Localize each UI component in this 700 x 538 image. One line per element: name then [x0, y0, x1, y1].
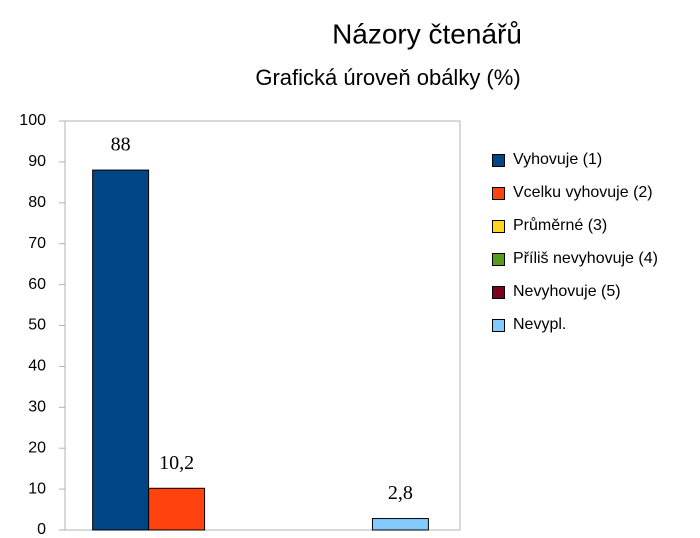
legend-swatch: [492, 154, 505, 167]
legend-label: Vyhovuje (1): [513, 151, 603, 168]
y-tick-label: 60: [28, 276, 46, 293]
y-tick-label: 90: [28, 153, 46, 170]
value-label: 2,8: [388, 482, 413, 504]
chart-title: Názory čtenářů: [332, 18, 522, 49]
legend-item: Vcelku vyhovuje (2): [492, 183, 697, 203]
y-tick-label: 100: [19, 112, 46, 129]
y-tick-label: 70: [28, 235, 46, 252]
legend: Vyhovuje (1) Vcelku vyhovuje (2) Průměrné …: [492, 150, 697, 348]
y-tick-label: 80: [28, 194, 46, 211]
legend-item: Příliš nevyhovuje (4): [492, 249, 697, 269]
y-tick-label: 20: [28, 439, 46, 456]
legend-label: Průměrné (3): [513, 217, 608, 234]
legend-swatch: [492, 220, 505, 233]
legend-item: Nevypl.: [492, 315, 697, 335]
value-label: 88: [111, 134, 131, 156]
y-tick-label: 0: [37, 521, 46, 538]
legend-swatch: [492, 187, 505, 200]
chart-subtitle: Grafická úroveň obálky (%): [255, 65, 520, 90]
bar: [92, 169, 150, 531]
legend-label: Vcelku vyhovuje (2): [513, 184, 653, 201]
bar: [148, 487, 206, 531]
y-tick-label: 50: [28, 317, 46, 334]
legend-item: Vyhovuje (1): [492, 150, 697, 170]
legend-label: Příliš nevyhovuje (4): [513, 250, 658, 267]
value-label: 10,2: [159, 452, 194, 474]
legend-swatch: [492, 253, 505, 266]
legend-label: Nevypl.: [513, 316, 567, 333]
legend-item: Průměrné (3): [492, 216, 697, 236]
y-tick-label: 10: [28, 480, 46, 497]
legend-swatch: [492, 319, 505, 332]
y-tick-label: 40: [28, 358, 46, 375]
bar: [371, 518, 429, 531]
legend-label: Nevyhovuje (5): [513, 283, 621, 300]
y-tick-label: 30: [28, 399, 46, 416]
legend-swatch: [492, 286, 505, 299]
legend-item: Nevyhovuje (5): [492, 282, 697, 302]
